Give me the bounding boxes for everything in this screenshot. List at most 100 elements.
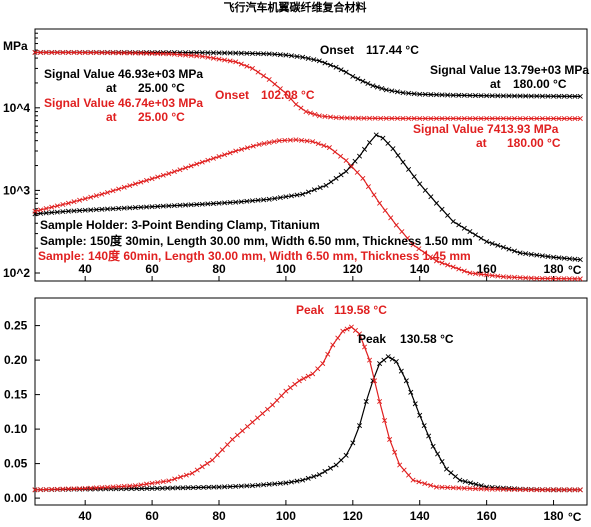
data-point-marker (467, 115, 473, 122)
data-point-marker (377, 200, 383, 206)
data-point-marker (350, 73, 356, 79)
onset-black-value: 117.44 °C (366, 43, 419, 57)
data-point-marker (233, 50, 239, 56)
signal-black-180-line1: Signal Value 13.79e+03 MPa (430, 63, 589, 77)
data-point-marker (350, 440, 356, 446)
data-point-marker (421, 423, 427, 429)
data-point-marker (426, 433, 432, 439)
data-point-marker (277, 52, 283, 58)
onset-black-label: Onset 117.44 °C (320, 43, 419, 57)
data-point-marker (348, 163, 354, 169)
data-point-marker (227, 58, 233, 64)
data-point-marker (339, 115, 345, 121)
data-point-marker (65, 200, 71, 206)
data-point-marker (311, 473, 317, 479)
data-point-marker (38, 487, 44, 493)
data-point-marker (450, 115, 456, 122)
data-point-marker (398, 368, 404, 374)
data-point-marker (249, 65, 255, 71)
data-point-marker (355, 76, 361, 82)
data-point-marker (316, 113, 322, 119)
top-x-tick-label: 120 (343, 262, 363, 276)
storage-modulus-panel: MPa °C 40 60 80 100 120 140 160 180 10^4 10^3 10^… (3, 28, 589, 282)
data-point-marker (467, 485, 473, 491)
data-point-marker (344, 115, 350, 121)
data-point-marker (99, 485, 105, 491)
data-point-marker (199, 50, 205, 56)
data-point-marker (392, 449, 398, 455)
signal-black-25-value: 25.00 °C (138, 81, 185, 95)
data-point-marker (561, 276, 567, 282)
data-point-marker (430, 443, 436, 449)
data-point-marker (333, 462, 339, 468)
data-point-marker (194, 201, 200, 208)
data-point-marker (216, 200, 222, 206)
data-point-marker (362, 146, 368, 152)
data-point-marker (155, 174, 161, 180)
data-point-marker (154, 485, 160, 491)
data-point-marker (205, 50, 211, 56)
data-point-marker (121, 184, 127, 190)
data-point-marker (222, 484, 228, 490)
data-point-marker (49, 204, 55, 210)
data-point-marker (506, 274, 512, 280)
data-point-marker (165, 485, 171, 491)
data-point-marker (43, 210, 49, 216)
bottom-x-tick-label: 60 (145, 509, 159, 523)
data-point-marker (316, 472, 322, 478)
top-x-tick-label: 40 (79, 262, 93, 276)
data-point-marker (300, 54, 306, 60)
data-point-marker (411, 174, 417, 180)
data-point-marker (325, 351, 331, 357)
data-point-marker (229, 436, 235, 442)
data-point-marker (116, 205, 122, 211)
data-point-marker (222, 152, 228, 158)
data-point-marker (110, 484, 116, 490)
data-point-marker (178, 474, 184, 480)
data-point-marker (166, 171, 172, 177)
info-sample-holder: Sample Holder: 3-Point Bending Clamp, Ti… (40, 218, 320, 232)
data-point-marker (534, 275, 540, 281)
data-point-marker (352, 158, 358, 164)
data-point-marker (422, 481, 428, 487)
data-point-marker (277, 480, 283, 486)
data-point-marker (484, 115, 490, 122)
signal-black-25-at: at (106, 81, 117, 95)
data-point-marker (93, 207, 99, 213)
data-point-marker (166, 478, 172, 484)
data-point-marker (467, 92, 473, 99)
bottom-plot-frame (34, 297, 588, 506)
data-point-marker (523, 251, 529, 257)
data-point-marker (170, 485, 176, 491)
data-point-marker (244, 145, 250, 151)
data-point-marker (185, 485, 191, 491)
data-point-marker (556, 276, 562, 282)
data-point-marker (473, 481, 479, 487)
data-point-marker (401, 467, 407, 473)
data-point-marker (254, 415, 260, 421)
data-point-marker (183, 202, 189, 208)
data-point-marker (317, 185, 323, 191)
data-point-marker (528, 275, 534, 281)
data-point-marker (340, 328, 346, 334)
data-point-marker (511, 486, 518, 493)
data-point-marker (305, 475, 311, 481)
data-point-marker (77, 486, 83, 492)
data-point-marker (472, 232, 479, 238)
data-point-marker (456, 115, 462, 122)
peak-black-text: Peak (358, 332, 386, 346)
data-point-marker (506, 116, 512, 122)
data-point-marker (500, 244, 506, 250)
data-point-marker (577, 93, 583, 99)
bottom-x-tick-label: 160 (477, 509, 497, 523)
data-point-marker (435, 451, 441, 457)
data-point-marker (394, 89, 400, 95)
data-point-marker (266, 140, 272, 146)
bottom-x-tick-label: 120 (343, 509, 363, 523)
data-point-marker (82, 207, 88, 213)
data-point-marker (472, 486, 479, 492)
data-point-marker (293, 101, 299, 107)
data-point-marker (189, 470, 195, 476)
bottom-x-tick-label: 180 (544, 509, 564, 523)
data-point-marker (54, 209, 60, 215)
